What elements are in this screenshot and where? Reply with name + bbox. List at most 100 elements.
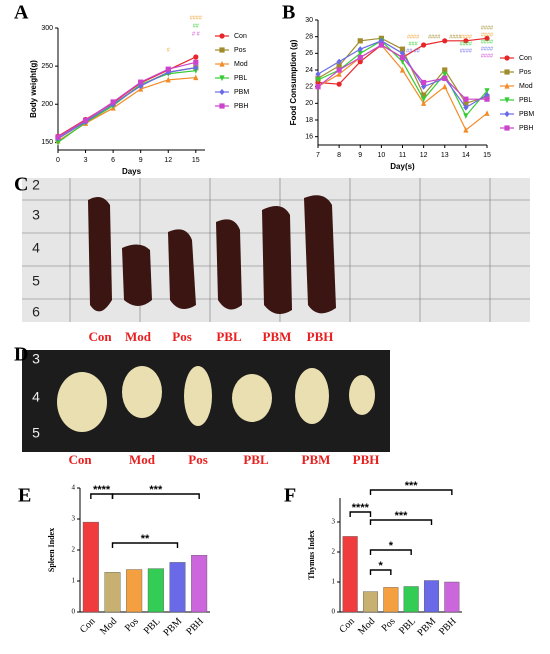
legend-label: PBH: [234, 103, 248, 110]
legend-marker: [504, 55, 510, 61]
annotation: ####: [428, 34, 441, 40]
annotation: ####: [481, 32, 494, 38]
data-point: [55, 134, 61, 140]
sample-label: PBM: [263, 329, 292, 344]
x-tick-label: PBL: [397, 616, 418, 637]
y-tick-label: 24: [305, 67, 313, 74]
data-point: [193, 74, 199, 81]
legend-label: Mod: [234, 61, 248, 68]
annotation: ##: [193, 23, 200, 29]
bar: [169, 562, 186, 613]
significance-bracket: [111, 542, 179, 548]
panel-label: E: [18, 485, 31, 507]
y-tick-label: 300: [41, 25, 53, 32]
sample-label: Pos: [172, 329, 192, 344]
y-tick-label: 1: [332, 578, 336, 586]
y-tick-label: 30: [305, 17, 313, 24]
data-point: [193, 64, 199, 71]
x-tick-label: 12: [420, 152, 428, 159]
legend-marker: [504, 97, 510, 104]
annotation: ####: [460, 41, 473, 47]
x-tick-label: PBL: [142, 616, 163, 637]
data-point: [463, 113, 469, 119]
x-axis-label: Day(s): [390, 162, 415, 171]
thymus: [57, 366, 375, 432]
x-tick-label: Pos: [123, 616, 141, 634]
data-point: [138, 79, 144, 85]
annotation: # #: [192, 31, 201, 37]
panel-label: F: [284, 485, 296, 507]
panel-label: A: [14, 2, 29, 24]
significance-label: **: [141, 533, 150, 545]
data-point: [484, 35, 490, 41]
significance-label: ***: [395, 510, 409, 522]
bar: [147, 568, 164, 613]
y-axis-label: Food Consumption (g): [289, 39, 298, 125]
data-point: [442, 71, 448, 78]
x-tick-label: Pos: [380, 616, 398, 634]
legend-label: Con: [519, 55, 532, 62]
data-point: [378, 42, 384, 48]
data-point: [421, 83, 427, 90]
data-point: [463, 100, 469, 106]
bar: [126, 569, 143, 613]
significance-bracket: [369, 519, 433, 525]
legend-label: Pos: [519, 69, 532, 76]
significance-bracket: [349, 511, 372, 517]
y-tick-label: 150: [41, 139, 53, 146]
data-point: [357, 38, 363, 44]
legend-label: Pos: [234, 47, 247, 54]
ruler-number: 4: [32, 389, 40, 405]
panel-label: C: [14, 174, 28, 196]
bar: [104, 572, 121, 613]
significance-bracket: [369, 569, 392, 575]
ruler-number: 5: [32, 273, 40, 289]
legend-label: PBM: [519, 111, 534, 118]
data-point: [421, 42, 427, 48]
data-point: [442, 75, 448, 81]
x-tick-label: 10: [377, 152, 385, 159]
x-tick-label: Mod: [356, 616, 377, 637]
data-point: [357, 46, 363, 53]
data-point: [421, 96, 427, 103]
data-point: [193, 68, 199, 74]
annotation: ####: [481, 46, 494, 52]
data-point: [421, 100, 427, 106]
significance-label: *: [379, 560, 384, 572]
panel-label: D: [14, 344, 28, 366]
legend-label: Con: [234, 33, 247, 40]
sample-label: PBH: [307, 329, 334, 344]
y-tick-label: 18: [305, 117, 313, 124]
series-line: [57, 67, 196, 140]
data-point: [442, 83, 448, 90]
legend-marker: [219, 33, 225, 39]
y-axis-label: Spleen Index: [47, 528, 56, 572]
annotation: #: [167, 47, 171, 53]
data-point: [110, 99, 116, 105]
data-point: [484, 91, 490, 99]
x-tick-label: 0: [56, 157, 60, 164]
data-point: [378, 37, 384, 44]
x-tick-label: 9: [358, 152, 362, 159]
data-point: [336, 71, 342, 77]
legend-marker: [219, 103, 225, 109]
annotation: ####: [460, 34, 473, 40]
data-point: [357, 54, 363, 61]
ruler-number: 3: [32, 351, 40, 367]
data-point: [336, 63, 342, 69]
x-tick-label: 7: [316, 152, 320, 159]
legend-label: Mod: [519, 83, 533, 90]
significance-bracket: [369, 549, 412, 555]
data-point: [399, 50, 406, 57]
sample-label: Mod: [125, 329, 152, 344]
y-tick-label: 4: [72, 484, 76, 492]
y-tick-label: 200: [41, 101, 53, 108]
bar: [342, 536, 358, 613]
annotation: ####: [481, 39, 494, 45]
y-tick-label: 20: [305, 100, 313, 107]
sample-label: Con: [68, 452, 92, 467]
legend-marker: [219, 88, 225, 96]
ruler-number: 5: [32, 425, 40, 441]
ruler-number: 4: [32, 240, 40, 256]
